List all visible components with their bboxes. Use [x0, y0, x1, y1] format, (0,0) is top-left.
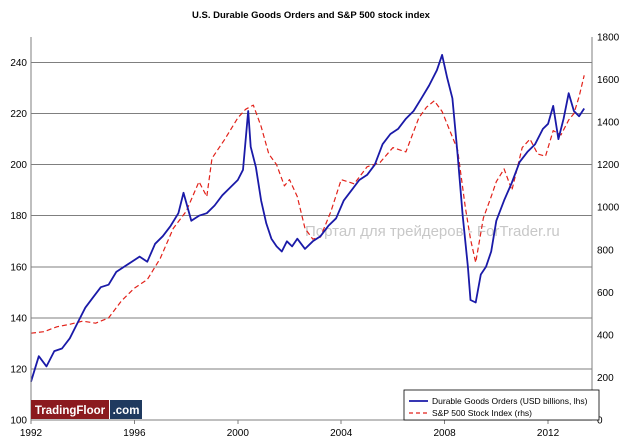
y-tick-left-label: 160 — [10, 262, 27, 273]
series-line-durable-goods — [30, 54, 585, 382]
series-line-sp500 — [30, 75, 585, 334]
y-tick-left-label: 200 — [10, 160, 27, 171]
logo-right-bg — [110, 400, 142, 419]
y-tick-right-label: 1400 — [597, 118, 620, 129]
tradingfloor-logo: TradingFloor .com — [31, 400, 142, 419]
y-tick-right-label: 1200 — [597, 160, 620, 171]
y-tick-right-label: 1600 — [597, 75, 620, 86]
y-tick-left-label: 240 — [10, 58, 27, 69]
grid — [31, 62, 592, 370]
x-tick-label: 2000 — [227, 428, 250, 439]
y-tick-right-label: 800 — [597, 245, 614, 256]
x-tick-label: 2012 — [537, 428, 560, 439]
y-tick-right-label: 600 — [597, 288, 614, 299]
watermark-layer: Портал для трейдеров - ForTrader.ru — [305, 223, 560, 240]
logo-right-text: .com — [113, 405, 140, 417]
x-ticks: 1992 1996 2000 2004 2008 2012 — [20, 420, 560, 439]
x-tick-label: 2004 — [330, 428, 353, 439]
logo-left-text: TradingFloor — [35, 405, 106, 417]
y-tick-left-label: 120 — [10, 364, 27, 375]
legend: Durable Goods Orders (USD billions, lhs)… — [403, 389, 600, 421]
x-tick-label: 1992 — [20, 428, 43, 439]
y-tick-right-label: 0 — [597, 416, 603, 427]
y-tick-left-label: 180 — [10, 211, 27, 222]
plot-area — [30, 54, 585, 382]
chart-title: U.S. Durable Goods Orders and S&P 500 st… — [192, 10, 431, 21]
legend-label-durable-goods: Durable Goods Orders (USD billions, lhs) — [432, 396, 588, 406]
legend-label-sp500: S&P 500 Stock Index (rhs) — [432, 408, 532, 418]
legend-box — [403, 389, 600, 421]
x-tick-label: 1996 — [123, 428, 146, 439]
y-tick-left-label: 140 — [10, 313, 27, 324]
y-ticks-right: 0 200 400 600 800 1000 1200 1400 1600 1800 — [597, 33, 620, 427]
watermark: Портал для трейдеров - ForTrader.ru — [305, 223, 560, 240]
y-tick-right-label: 400 — [597, 330, 614, 341]
y-tick-left-label: 100 — [10, 416, 27, 427]
y-tick-right-label: 200 — [597, 373, 614, 384]
y-tick-right-label: 1000 — [597, 203, 620, 214]
y-tick-right-label: 1800 — [597, 33, 620, 44]
logo-left-bg — [31, 400, 109, 419]
y-ticks-left: 100 120 140 160 180 200 220 240 — [10, 58, 27, 426]
x-tick-label: 2008 — [434, 428, 457, 439]
y-tick-left-label: 220 — [10, 109, 27, 120]
